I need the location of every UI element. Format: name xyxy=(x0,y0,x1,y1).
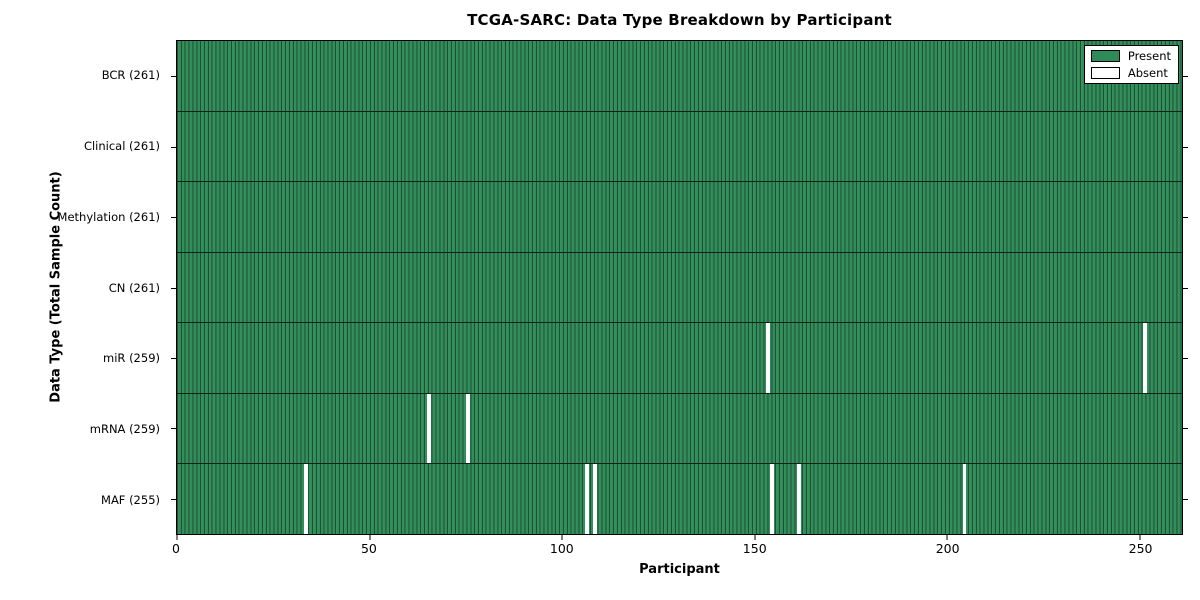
x-tick-mark xyxy=(176,535,178,540)
y-tick-mark xyxy=(1183,146,1188,148)
y-tick-mark xyxy=(171,287,176,289)
heatmap-row-methylation xyxy=(177,182,1182,253)
x-axis-labels: 0 50 100 150 200 250 xyxy=(172,541,1183,559)
y-tick-mark xyxy=(1183,217,1188,219)
x-tick-mark xyxy=(369,535,371,540)
heatmap-row-clinical xyxy=(177,111,1182,183)
heatmap-row-mir xyxy=(177,323,1182,394)
x-tick-label: 250 xyxy=(1128,541,1153,556)
x-tick-label: 200 xyxy=(935,541,960,556)
y-tick-mark xyxy=(171,428,176,430)
x-axis-title: Participant xyxy=(639,562,720,577)
x-tick-label: 0 xyxy=(172,541,180,556)
y-tick-label: mRNA (259) xyxy=(89,421,160,436)
y-tick-mark xyxy=(171,357,176,359)
heatmap-row-cn xyxy=(177,252,1182,324)
heatmap-row-bcr xyxy=(177,41,1182,112)
absent-gap xyxy=(465,393,470,464)
legend-item-absent: Absent xyxy=(1090,66,1171,80)
x-tick-label: 150 xyxy=(742,541,767,556)
y-tick-mark xyxy=(1183,76,1188,78)
x-tick-label: 100 xyxy=(549,541,574,556)
legend-swatch-absent xyxy=(1090,67,1120,79)
y-tick-label: Methylation (261) xyxy=(57,209,160,224)
y-tick-label: CN (261) xyxy=(108,280,160,295)
legend-label-present: Present xyxy=(1127,49,1171,63)
absent-gap xyxy=(769,464,774,535)
y-axis-labels: BCR (261) Clinical (261) Methylation (261)… xyxy=(0,40,168,535)
y-tick-mark xyxy=(171,217,176,219)
x-tick-mark xyxy=(946,535,948,540)
plot-area: Present Absent xyxy=(171,40,1188,540)
absent-gap xyxy=(304,464,308,535)
chart-title: TCGA-SARC: Data Type Breakdown by Partic… xyxy=(467,11,892,29)
legend-swatch-present xyxy=(1090,50,1120,62)
legend-item-present: Present xyxy=(1090,49,1171,63)
x-tick-mark xyxy=(754,535,756,540)
y-tick-mark xyxy=(1183,287,1188,289)
y-tick-label: Clinical (261) xyxy=(83,139,160,154)
absent-gap xyxy=(962,464,967,535)
heatmap-rows xyxy=(177,41,1182,535)
y-tick-mark xyxy=(171,146,176,148)
y-tick-label: miR (259) xyxy=(103,351,160,366)
heatmap-row-mrna xyxy=(177,393,1182,465)
legend-label-absent: Absent xyxy=(1127,66,1168,80)
absent-gap xyxy=(585,464,589,535)
absent-gap xyxy=(427,393,432,464)
y-tick-mark xyxy=(171,76,176,78)
y-tick-label: BCR (261) xyxy=(101,68,160,83)
heatmap-row-maf xyxy=(177,464,1182,535)
y-tick-mark xyxy=(171,498,176,500)
y-tick-label: MAF (255) xyxy=(101,492,160,507)
x-tick-mark xyxy=(561,535,563,540)
absent-gap xyxy=(592,464,597,535)
absent-gap xyxy=(766,323,770,393)
y-tick-mark xyxy=(1183,498,1188,500)
x-tick-label: 50 xyxy=(360,541,377,556)
legend: Present Absent xyxy=(1083,45,1179,84)
absent-gap xyxy=(796,464,801,535)
x-tick-mark xyxy=(1139,535,1141,540)
y-tick-mark xyxy=(1183,357,1188,359)
absent-gap xyxy=(1143,323,1148,393)
y-tick-mark xyxy=(1183,428,1188,430)
